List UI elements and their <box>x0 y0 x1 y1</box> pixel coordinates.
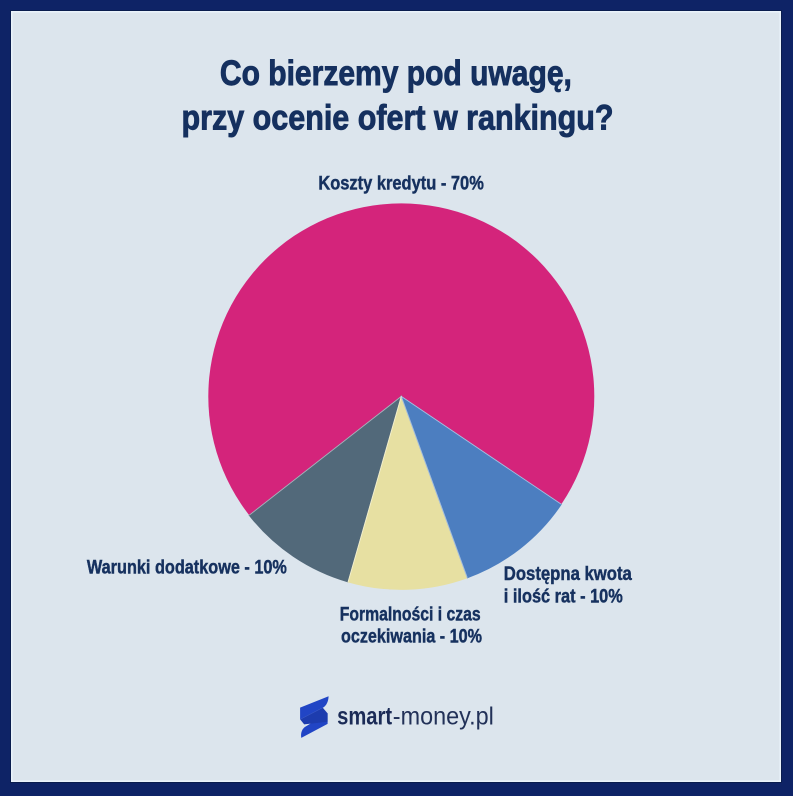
svg-text:przy ocenie ofert w rankingu?: przy ocenie ofert w rankingu? <box>182 97 614 137</box>
svg-text:Formalności i czas: Formalności i czas <box>340 605 481 626</box>
svg-text:smart: smart <box>337 703 393 731</box>
svg-text:Warunki dodatkowe - 10%: Warunki dodatkowe - 10% <box>87 558 287 579</box>
svg-text:oczekiwania - 10%: oczekiwania - 10% <box>341 626 482 647</box>
svg-text:Co bierzemy pod uwagę,: Co bierzemy pod uwagę, <box>220 53 572 93</box>
svg-text:Koszty kredytu - 70%: Koszty kredytu - 70% <box>318 174 484 195</box>
svg-text:Dostępna kwota: Dostępna kwota <box>504 564 632 585</box>
svg-text:i ilość rat - 10%: i ilość rat - 10% <box>504 586 623 607</box>
svg-text:-money.pl: -money.pl <box>393 703 494 731</box>
